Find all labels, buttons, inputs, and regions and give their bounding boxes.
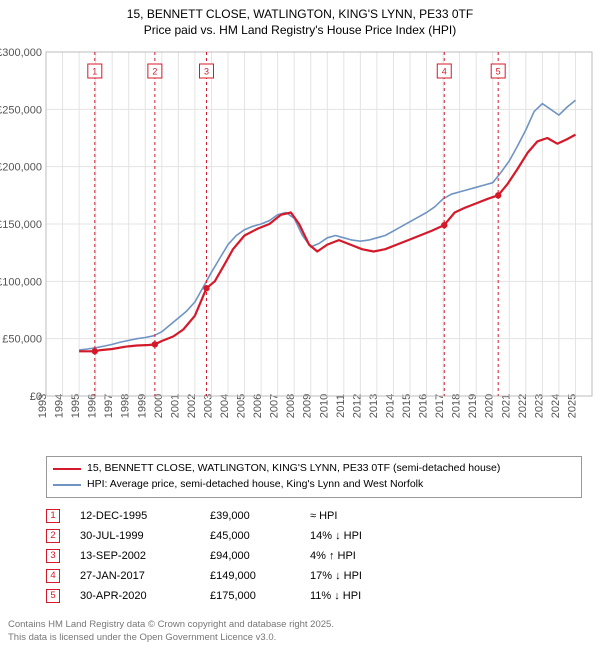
tx-row-marker: 4 — [46, 569, 60, 583]
x-tick-label: 2024 — [550, 394, 562, 418]
x-tick-label: 2004 — [219, 394, 231, 418]
x-tick-label: 2015 — [401, 394, 413, 418]
tx-row-diff: 17% ↓ HPI — [310, 570, 400, 582]
tx-row-price: £45,000 — [210, 530, 290, 542]
x-tick-label: 2011 — [335, 395, 347, 419]
x-tick-label: 2007 — [269, 394, 281, 418]
y-tick-label: £50,000 — [2, 334, 42, 346]
tx-row-price: £94,000 — [210, 550, 290, 562]
x-tick-label: 1998 — [120, 394, 132, 418]
x-tick-label: 2002 — [186, 394, 198, 418]
y-tick-label: £250,000 — [0, 105, 42, 117]
x-tick-label: 2001 — [169, 394, 181, 418]
transactions-table: 1 12-DEC-1995 £39,000 ≈ HPI 2 30-JUL-1999 £45,… — [46, 506, 582, 606]
x-tick-label: 2006 — [252, 394, 264, 418]
x-tick-label: 2021 — [500, 394, 512, 418]
tx-row-diff: ≈ HPI — [310, 510, 400, 522]
tx-row: 1 12-DEC-1995 £39,000 ≈ HPI — [46, 506, 582, 526]
x-tick-label: 2012 — [351, 394, 363, 418]
y-tick-label: £150,000 — [0, 219, 42, 231]
tx-row-date: 13-SEP-2002 — [80, 550, 190, 562]
tx-marker-label: 4 — [442, 67, 447, 77]
tx-point — [441, 222, 447, 228]
tx-row: 2 30-JUL-1999 £45,000 14% ↓ HPI — [46, 526, 582, 546]
chart-area: £0£50,000£100,000£150,000£200,000£250,00… — [0, 40, 600, 450]
tx-row-diff: 11% ↓ HPI — [310, 590, 400, 602]
tx-row-date: 30-JUL-1999 — [80, 530, 190, 542]
footer-attribution: Contains HM Land Registry data © Crown c… — [8, 619, 334, 644]
x-tick-label: 1995 — [70, 394, 82, 418]
x-tick-label: 2016 — [418, 394, 430, 418]
tx-row: 5 30-APR-2020 £175,000 11% ↓ HPI — [46, 586, 582, 606]
x-tick-label: 2000 — [153, 394, 165, 418]
legend-label: HPI: Average price, semi-detached house,… — [87, 477, 423, 493]
tx-row-date: 30-APR-2020 — [80, 590, 190, 602]
y-tick-label: £300,000 — [0, 47, 42, 59]
x-tick-label: 2025 — [566, 394, 578, 418]
x-tick-label: 2003 — [202, 394, 214, 418]
x-tick-label: 2005 — [236, 394, 248, 418]
footer-line-1: Contains HM Land Registry data © Crown c… — [8, 619, 334, 631]
chart-title-block: 15, BENNETT CLOSE, WATLINGTON, KING'S LY… — [0, 0, 600, 40]
x-tick-label: 2019 — [467, 394, 479, 418]
tx-row-date: 27-JAN-2017 — [80, 570, 190, 582]
x-tick-label: 2014 — [384, 394, 396, 418]
x-tick-label: 1999 — [136, 394, 148, 418]
y-tick-label: £200,000 — [0, 162, 42, 174]
tx-row: 4 27-JAN-2017 £149,000 17% ↓ HPI — [46, 566, 582, 586]
tx-marker-label: 5 — [496, 67, 501, 77]
x-tick-label: 2017 — [434, 394, 446, 418]
x-tick-label: 2013 — [368, 394, 380, 418]
tx-row-diff: 14% ↓ HPI — [310, 530, 400, 542]
legend-swatch — [53, 484, 81, 486]
y-tick-label: £100,000 — [0, 277, 42, 289]
x-tick-label: 2010 — [318, 394, 330, 418]
x-tick-label: 1994 — [54, 394, 66, 418]
tx-point — [495, 193, 501, 199]
tx-point — [203, 285, 209, 291]
x-tick-label: 2018 — [451, 394, 463, 418]
legend-row: 15, BENNETT CLOSE, WATLINGTON, KING'S LY… — [53, 461, 575, 477]
tx-row-marker: 1 — [46, 509, 60, 523]
tx-row-date: 12-DEC-1995 — [80, 510, 190, 522]
x-tick-label: 2009 — [302, 394, 314, 418]
tx-row-marker: 2 — [46, 529, 60, 543]
tx-point — [92, 348, 98, 354]
legend-swatch — [53, 468, 81, 470]
legend-row: HPI: Average price, semi-detached house,… — [53, 477, 575, 493]
title-line-1: 15, BENNETT CLOSE, WATLINGTON, KING'S LY… — [4, 6, 596, 22]
tx-marker-label: 1 — [92, 67, 97, 77]
x-tick-label: 2020 — [484, 394, 496, 418]
legend-label: 15, BENNETT CLOSE, WATLINGTON, KING'S LY… — [87, 461, 500, 477]
x-tick-label: 2023 — [533, 394, 545, 418]
legend: 15, BENNETT CLOSE, WATLINGTON, KING'S LY… — [46, 456, 582, 498]
tx-row-diff: 4% ↑ HPI — [310, 550, 400, 562]
line-chart-svg: £0£50,000£100,000£150,000£200,000£250,00… — [0, 40, 600, 450]
tx-row: 3 13-SEP-2002 £94,000 4% ↑ HPI — [46, 546, 582, 566]
tx-row-price: £175,000 — [210, 590, 290, 602]
tx-row-price: £149,000 — [210, 570, 290, 582]
tx-row-marker: 3 — [46, 549, 60, 563]
x-tick-label: 1997 — [103, 394, 115, 418]
tx-marker-label: 3 — [204, 67, 209, 77]
footer-line-2: This data is licensed under the Open Gov… — [8, 632, 334, 644]
tx-point — [152, 342, 158, 348]
tx-row-marker: 5 — [46, 589, 60, 603]
tx-marker-label: 2 — [152, 67, 157, 77]
x-tick-label: 2008 — [285, 394, 297, 418]
title-line-2: Price paid vs. HM Land Registry's House … — [4, 22, 596, 38]
x-tick-label: 1993 — [37, 394, 49, 418]
tx-row-price: £39,000 — [210, 510, 290, 522]
x-tick-label: 1996 — [87, 394, 99, 418]
x-tick-label: 2022 — [517, 394, 529, 418]
